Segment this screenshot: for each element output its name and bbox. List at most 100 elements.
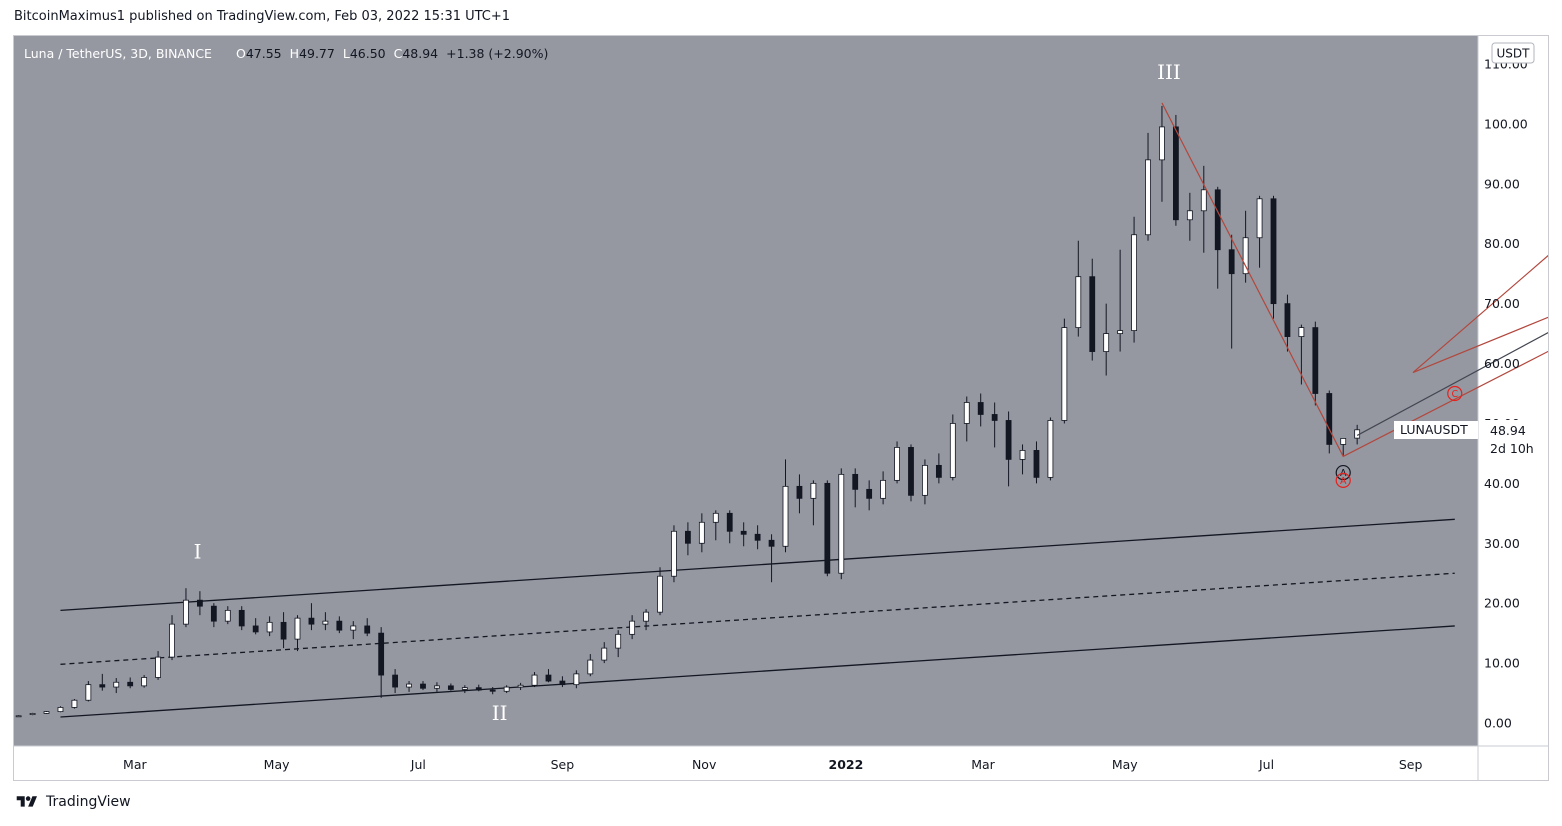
candle xyxy=(71,699,78,709)
candle xyxy=(1117,249,1124,352)
candle xyxy=(810,480,817,526)
channel-line-middle xyxy=(60,572,1455,665)
time-tick-label: Mar xyxy=(123,757,147,772)
wave-circle-ring xyxy=(1335,472,1351,488)
price-chart[interactable]: AABBCCDE IIIIIIIV 0.0010.0020.0030.0040.… xyxy=(14,36,1548,780)
time-tick-label: Sep xyxy=(551,757,575,772)
time-axis-ticks: Mar May Jul Sep Nov 2022 Mar May Jul Sep xyxy=(123,757,1422,772)
candle-body xyxy=(266,621,273,633)
footer-brand: TradingView xyxy=(46,794,131,810)
candle xyxy=(322,612,329,631)
candle-body xyxy=(71,699,78,708)
symbol-line: Luna / TetherUS, 3D, BINANCE xyxy=(24,46,212,61)
ohlc-high-label: H xyxy=(290,46,299,61)
candle xyxy=(15,715,22,718)
candle-body xyxy=(29,713,36,716)
candle-body xyxy=(782,485,789,547)
candle-body xyxy=(740,530,747,535)
candle xyxy=(796,474,803,514)
last-price-tag: LUNAUSDT 48.94 2d 10h xyxy=(1394,420,1545,458)
candle-body xyxy=(322,620,329,625)
wave-circle-labels: AABBCCDE xyxy=(1335,385,1463,488)
candle-body xyxy=(685,530,691,544)
candle xyxy=(977,393,984,427)
candle-body xyxy=(15,715,22,718)
candle-body xyxy=(378,632,385,676)
wave-label-i: I xyxy=(194,539,202,563)
candle-body xyxy=(197,599,203,607)
candle-body xyxy=(141,677,148,687)
candle-body xyxy=(43,711,50,714)
price-tick-label: 60.00 xyxy=(1484,356,1520,371)
currency-badge[interactable]: USDT xyxy=(1491,42,1535,64)
candle-body xyxy=(461,687,468,690)
candle xyxy=(29,712,36,716)
candle-body xyxy=(127,681,134,687)
candle-body xyxy=(406,683,412,688)
candle-body xyxy=(643,611,649,622)
price-tick-label: 10.00 xyxy=(1484,656,1520,671)
candle-body xyxy=(169,623,175,658)
wave-circle-ring xyxy=(1447,385,1463,402)
candle xyxy=(1159,105,1165,202)
price-tick-label: 0.00 xyxy=(1484,716,1512,731)
time-tick-label: Jul xyxy=(1258,757,1274,772)
time-tick-label: Nov xyxy=(692,757,717,772)
candle-body xyxy=(545,674,552,682)
candle xyxy=(726,510,733,544)
candle-body xyxy=(99,684,106,688)
time-tick-label: Mar xyxy=(971,757,995,772)
candle-body xyxy=(963,402,970,424)
candle xyxy=(698,513,705,553)
candle-body xyxy=(894,447,900,481)
candle-body xyxy=(657,575,663,613)
candle xyxy=(85,681,92,702)
wave-roman-labels: IIIIIIIV xyxy=(194,60,1181,725)
candle-body xyxy=(615,633,622,649)
tradingview-logo-icon xyxy=(16,796,37,807)
candle-body xyxy=(880,479,887,499)
candle-body xyxy=(1159,126,1165,161)
candle xyxy=(378,627,385,698)
ohlc-close-label: C xyxy=(394,46,403,61)
candle xyxy=(866,480,873,511)
candle xyxy=(461,685,468,694)
candle xyxy=(1270,195,1277,319)
candle xyxy=(266,616,273,637)
candle-body xyxy=(308,617,315,625)
candle-body xyxy=(503,686,510,692)
candle xyxy=(782,459,789,553)
candle-body xyxy=(364,625,371,634)
price-tick-label: 80.00 xyxy=(1484,236,1520,251)
candle xyxy=(601,642,608,664)
candle-body xyxy=(1047,420,1054,478)
candle xyxy=(197,591,203,616)
candle-body xyxy=(1340,438,1347,445)
candle xyxy=(1340,438,1347,457)
channel-line-upper xyxy=(60,518,1455,612)
candle-body xyxy=(977,402,984,415)
candle xyxy=(420,681,426,691)
candle xyxy=(949,414,956,481)
candle xyxy=(838,468,845,580)
footer: TradingView xyxy=(14,794,131,810)
candle-body xyxy=(629,620,636,635)
candle-body xyxy=(1214,189,1221,251)
candle xyxy=(1256,195,1263,268)
candle-body xyxy=(517,684,524,688)
candle xyxy=(629,615,636,640)
candle xyxy=(908,444,914,502)
candle-body xyxy=(350,625,357,631)
candle-body xyxy=(1270,198,1277,305)
candle xyxy=(1242,210,1249,283)
legend: Luna / TetherUS, 3D, BINANCE O47.55 H49.7… xyxy=(24,46,548,61)
candle xyxy=(1312,321,1319,406)
price-tick-label: 20.00 xyxy=(1484,596,1520,611)
candle xyxy=(685,522,691,556)
candle-body xyxy=(587,659,594,675)
candle-body xyxy=(1089,276,1096,352)
candle xyxy=(1103,303,1110,376)
candle xyxy=(894,441,900,484)
candle-body xyxy=(1298,327,1305,337)
candle xyxy=(503,685,510,694)
